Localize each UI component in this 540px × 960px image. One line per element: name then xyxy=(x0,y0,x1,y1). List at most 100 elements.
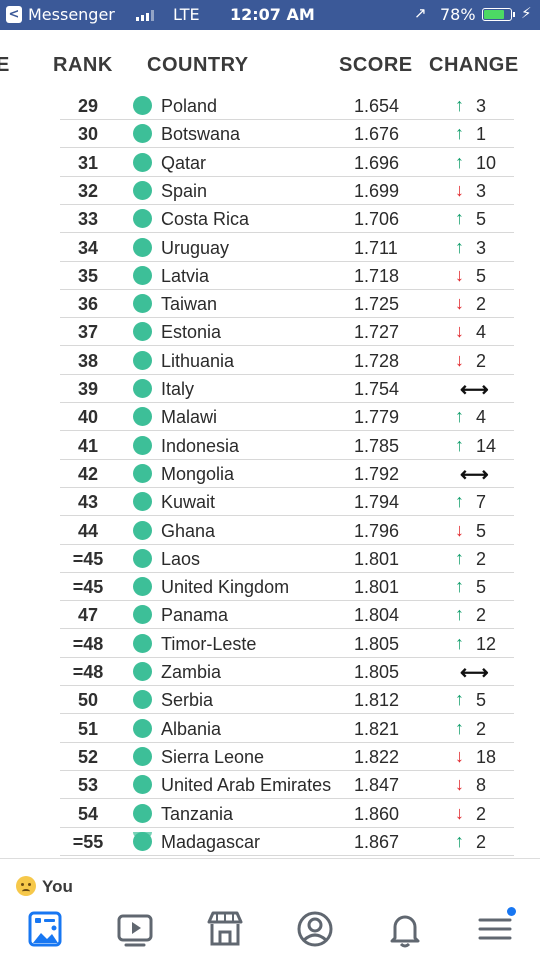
country-cell: Timor-Leste xyxy=(161,633,257,654)
news-feed-icon[interactable] xyxy=(24,908,66,950)
rank-cell: =48 xyxy=(72,633,104,654)
country-dot-icon xyxy=(133,237,152,257)
notifications-icon[interactable] xyxy=(384,908,426,950)
change-up-arrow-icon: ↑ xyxy=(455,236,464,257)
profile-icon[interactable] xyxy=(294,908,336,950)
country-cell: Qatar xyxy=(161,152,207,173)
change-value-cell: 5 xyxy=(476,690,487,711)
change-down-arrow-icon: ↓ xyxy=(455,519,464,540)
score-cell: 1.796 xyxy=(354,520,400,541)
country-dot-icon xyxy=(133,633,152,653)
score-cell: 1.860 xyxy=(354,803,400,824)
rank-cell: 47 xyxy=(77,605,99,626)
change-up-arrow-icon: ↑ xyxy=(455,406,464,427)
rank-cell: =55 xyxy=(72,831,104,852)
change-value-cell: 2 xyxy=(476,294,487,315)
back-app-label[interactable]: Messenger xyxy=(28,5,115,24)
score-cell: 1.725 xyxy=(354,294,400,315)
change-up-arrow-icon: ↑ xyxy=(455,604,464,625)
change-up-arrow-icon: ↑ xyxy=(455,830,464,851)
table-row: 54 Tanzania 1.860 ↓ 2 xyxy=(0,800,540,828)
change-up-arrow-icon: ↑ xyxy=(455,576,464,597)
country-dot-icon xyxy=(133,265,152,285)
country-dot-icon xyxy=(133,718,152,738)
country-cell: Italy xyxy=(161,379,195,399)
ranking-image[interactable]: E RANK COUNTRY SCORE CHANGE 29 Poland 1.65… xyxy=(0,30,540,858)
change-value-cell: 4 xyxy=(476,407,487,428)
country-cell: Kuwait xyxy=(161,492,216,513)
score-cell: 1.754 xyxy=(354,379,400,399)
change-up-arrow-icon: ↑ xyxy=(455,689,464,710)
change-value-cell: 12 xyxy=(476,633,497,654)
table-row: 39 Italy 1.754 ⟷ xyxy=(0,375,540,403)
country-cell: Latvia xyxy=(161,265,210,286)
change-down-arrow-icon: ↓ xyxy=(455,264,464,285)
table-row: =55 Madagascar 1.867 ↑ 2 xyxy=(0,828,540,856)
back-to-app-icon[interactable]: < xyxy=(6,6,22,23)
country-dot-icon xyxy=(133,746,152,766)
rank-cell: 38 xyxy=(77,350,99,371)
country-cell: Estonia xyxy=(161,322,222,343)
score-cell: 1.676 xyxy=(354,124,400,145)
country-cell: Indonesia xyxy=(161,435,240,456)
country-cell: Madagascar xyxy=(161,831,261,852)
clock: 12:07 AM xyxy=(230,5,315,24)
change-up-arrow-icon: ↑ xyxy=(455,717,464,738)
divider xyxy=(0,858,540,859)
country-cell: Botswana xyxy=(161,124,241,145)
marketplace-icon[interactable] xyxy=(204,908,246,950)
rank-cell: 30 xyxy=(77,124,99,145)
country-dot-icon xyxy=(133,407,152,427)
table-row: =45 Laos 1.801 ↑ 2 xyxy=(0,545,540,573)
country-dot-icon xyxy=(133,152,152,172)
header-rank: RANK xyxy=(53,54,113,76)
change-up-arrow-icon: ↑ xyxy=(455,434,464,455)
rank-cell: 42 xyxy=(77,463,99,484)
change-down-arrow-icon: ↓ xyxy=(455,802,464,823)
rank-cell: =48 xyxy=(72,662,104,682)
score-cell: 1.794 xyxy=(354,492,400,513)
rank-cell: =45 xyxy=(72,548,104,569)
table-row: 37 Estonia 1.727 ↓ 4 xyxy=(0,318,540,347)
change-value-cell: 2 xyxy=(476,350,487,371)
score-cell: 1.785 xyxy=(354,435,400,456)
change-value-cell: 2 xyxy=(476,803,487,824)
country-cell: Laos xyxy=(161,548,201,569)
table-row: 38 Lithuania 1.728 ↓ 2 xyxy=(0,347,540,375)
sad-face-emoji-icon xyxy=(16,876,36,896)
rank-cell: 44 xyxy=(77,520,99,541)
change-up-arrow-icon: ↑ xyxy=(455,208,464,229)
change-down-arrow-icon: ↓ xyxy=(455,745,464,766)
watch-icon[interactable] xyxy=(114,908,156,950)
country-cell: Sierra Leone xyxy=(161,746,265,767)
change-value-cell: 2 xyxy=(476,831,487,852)
battery-icon xyxy=(482,8,512,21)
table-row: 47 Panama 1.804 ↑ 2 xyxy=(0,601,540,630)
score-cell: 1.801 xyxy=(354,577,400,598)
menu-icon[interactable] xyxy=(474,907,516,950)
change-value-cell: 7 xyxy=(476,492,487,513)
change-down-arrow-icon: ↓ xyxy=(455,179,464,200)
change-value-cell: 5 xyxy=(476,265,487,286)
rank-cell: 39 xyxy=(77,379,99,399)
country-dot-icon xyxy=(133,322,152,342)
comment-preview[interactable]: You xyxy=(16,876,73,897)
score-cell: 1.804 xyxy=(354,605,400,626)
score-cell: 1.792 xyxy=(354,463,400,484)
battery-level xyxy=(484,10,505,19)
rank-cell: 53 xyxy=(77,775,99,796)
rank-cell: =45 xyxy=(72,577,104,598)
score-cell: 1.812 xyxy=(354,690,400,711)
comment-author: You xyxy=(42,877,73,896)
table-row: 32 Spain 1.699 ↓ 3 xyxy=(0,177,540,205)
country-dot-icon xyxy=(133,520,152,540)
country-dot-icon xyxy=(133,180,152,200)
country-cell: United Kingdom xyxy=(161,577,290,598)
country-dot-icon xyxy=(133,690,152,710)
change-down-arrow-icon: ↓ xyxy=(455,293,464,314)
score-cell: 1.805 xyxy=(354,633,400,654)
header-score: SCORE xyxy=(339,54,413,76)
rank-cell: 50 xyxy=(77,690,99,711)
change-up-arrow-icon: ↑ xyxy=(455,123,464,144)
table-row: 31 Qatar 1.696 ↑ 10 xyxy=(0,149,540,177)
